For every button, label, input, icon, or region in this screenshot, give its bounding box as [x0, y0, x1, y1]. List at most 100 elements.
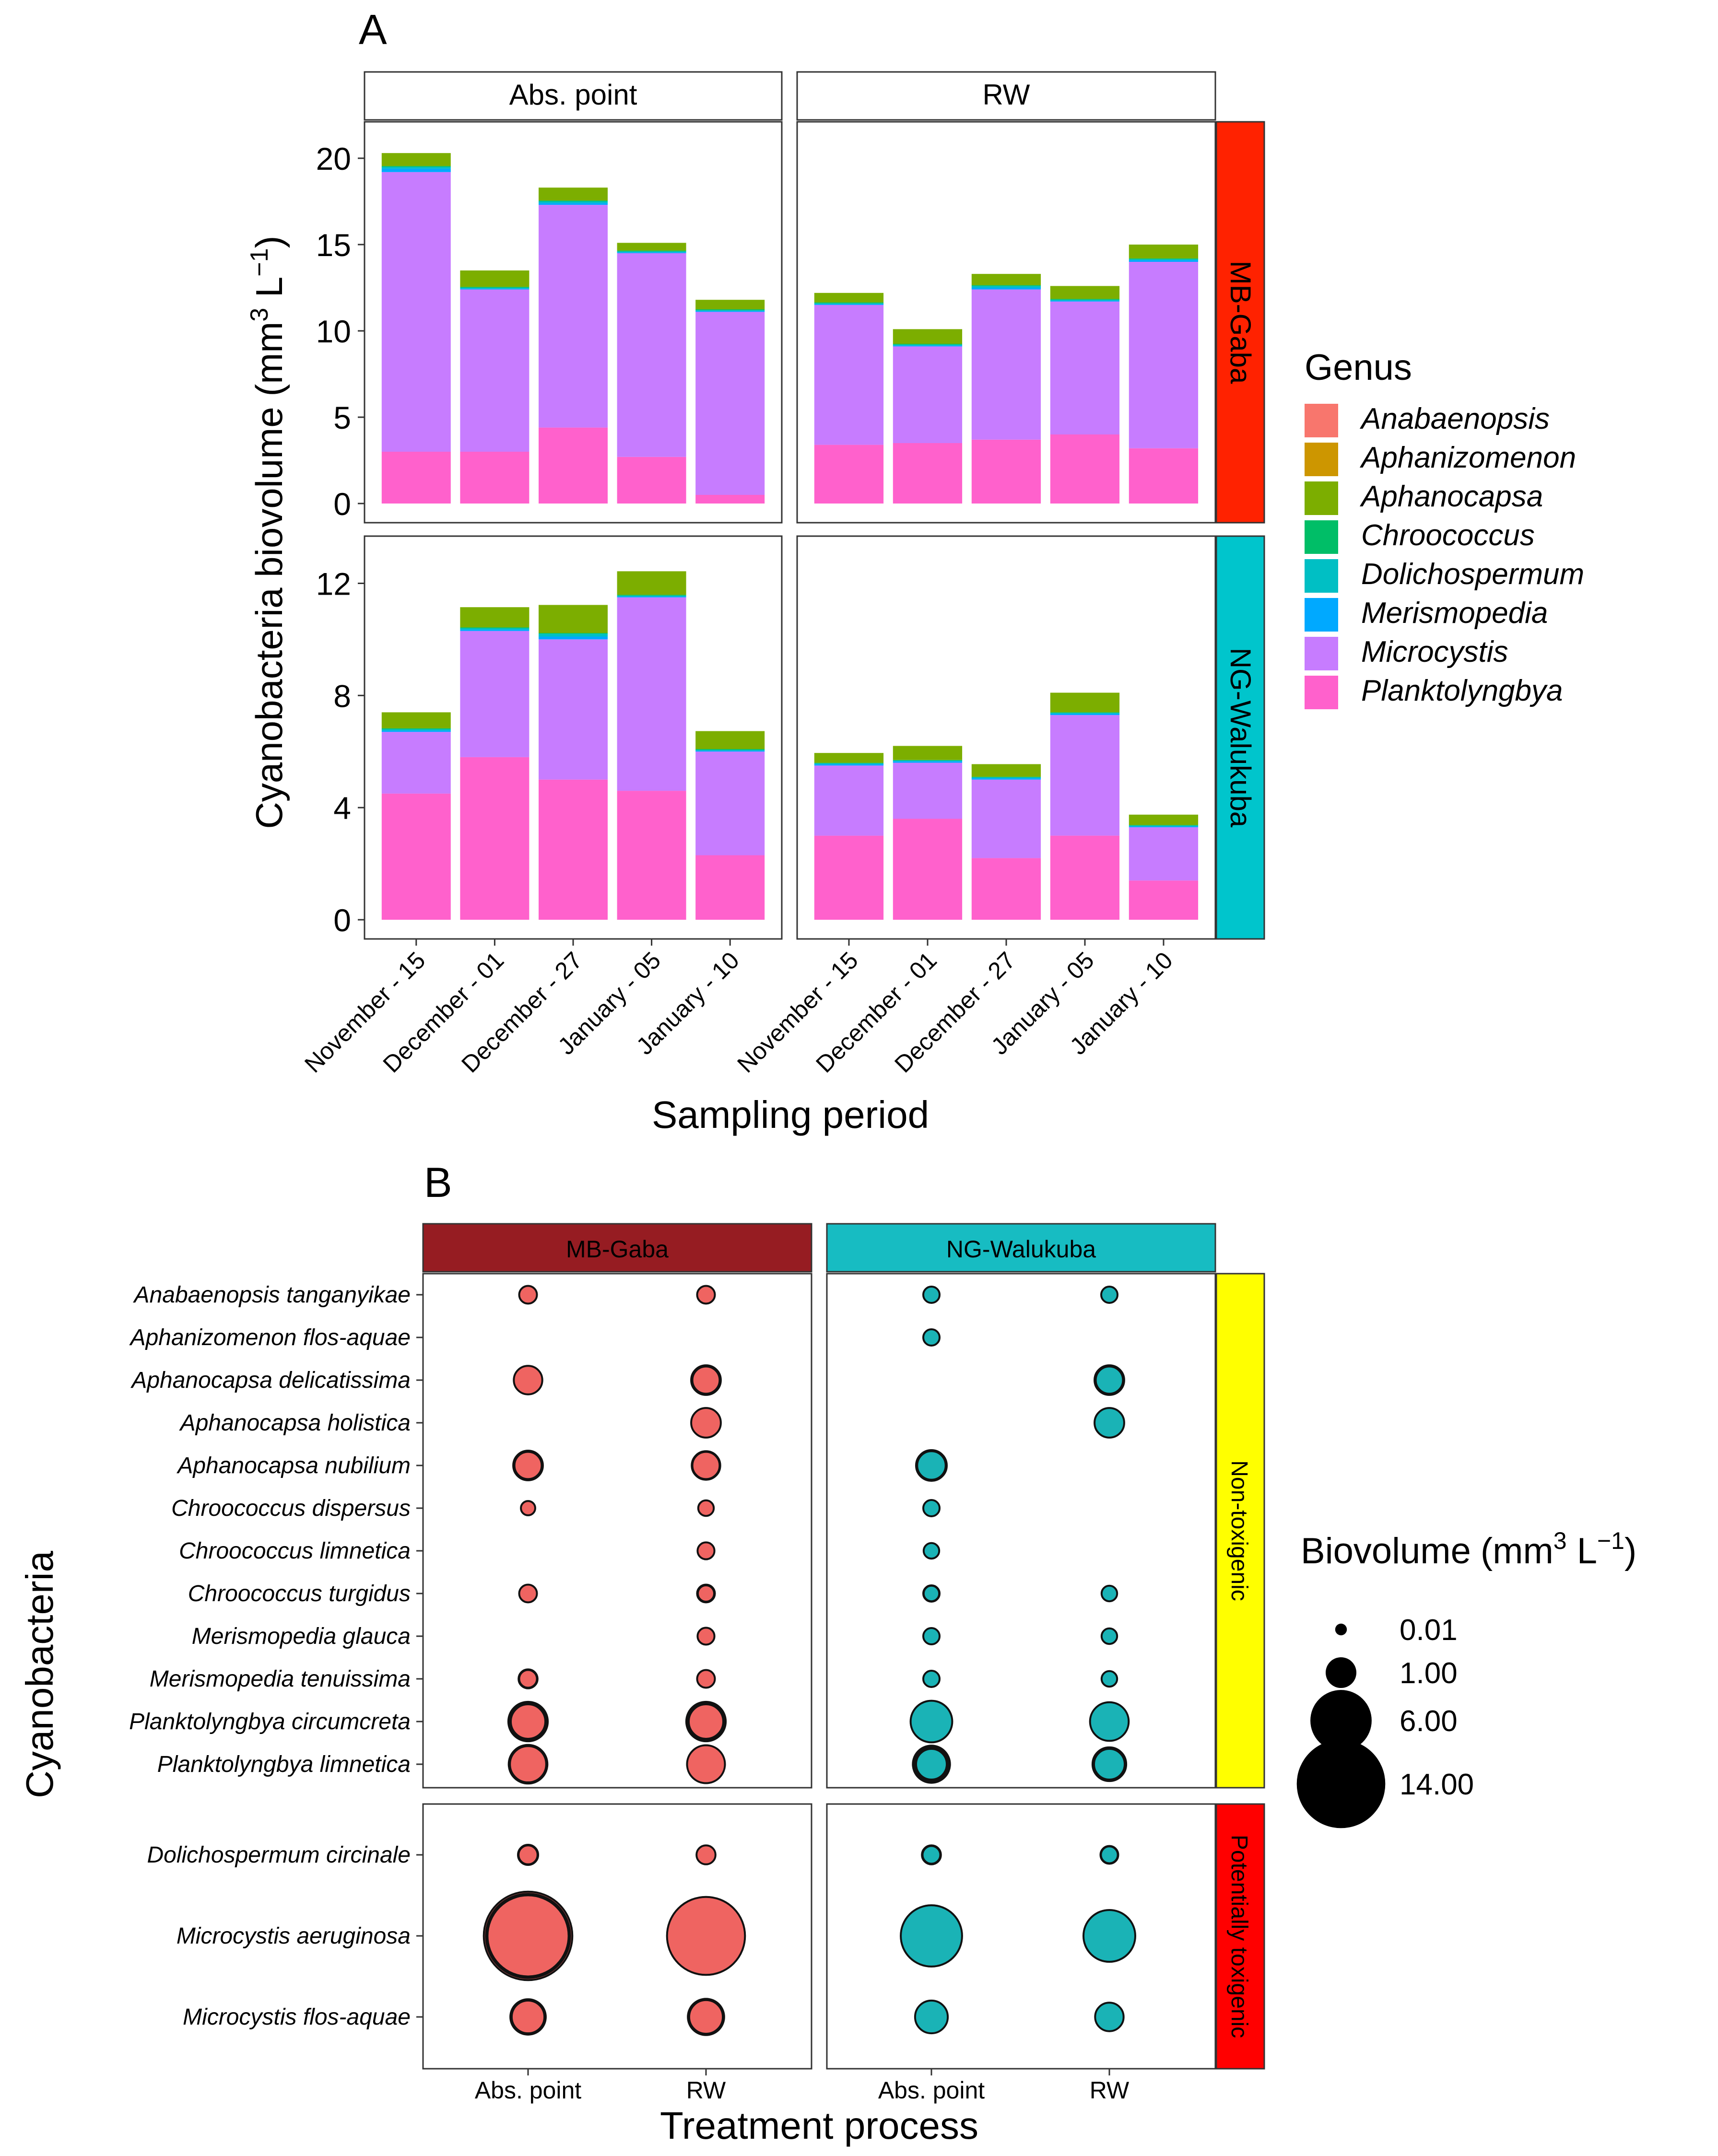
bar-ng-walukuba-abs-point-january-10-dolichospermum — [695, 750, 765, 751]
y-tick-label-a: 15 — [316, 227, 351, 263]
bar-mb-gaba-abs-point-january-05-microcystis — [617, 253, 686, 457]
bar-ng-walukuba-rw-january-10-dolichospermum — [1129, 825, 1199, 827]
bubble-mb-gaba-rw-aphanocapsa-holistica-0 — [690, 1407, 722, 1439]
panel-a-mbgaba-rw — [796, 121, 1216, 524]
bar-ng-walukuba-rw-january-05-planktolyngbya — [1050, 835, 1120, 920]
bar-mb-gaba-rw-december-01-merismopedia — [893, 345, 963, 347]
bubble-mb-gaba-rw-microcystis-flos-aquae-1 — [688, 1999, 724, 2035]
bubble-mb-gaba-abs-point-aphanocapsa-nubilium-1 — [513, 1451, 543, 1480]
strip-a-abs-point — [364, 71, 783, 121]
legend-key-aphanizomenon — [1305, 443, 1338, 476]
panel-a-xlabel: Sampling period — [652, 1093, 929, 1136]
bar-ng-walukuba-rw-january-10-microcystis — [1129, 827, 1199, 881]
bubble-ng-walukuba-abs-point-aphanocapsa-nubilium-1 — [916, 1450, 947, 1481]
strip-a-abs-point-label: Abs. point — [509, 79, 637, 111]
bar-ng-walukuba-abs-point-december-01-chroococcus — [460, 627, 530, 628]
bar-mb-gaba-rw-january-05-microcystis — [1050, 301, 1120, 434]
bubble-ng-walukuba-abs-point-planktolyngbya-circumcreta-0 — [909, 1699, 953, 1744]
bar-ng-walukuba-abs-point-december-27-merismopedia — [539, 636, 608, 640]
panel-a-mbgaba-abs — [364, 121, 783, 524]
bubble-mb-gaba-abs-point-aphanocapsa-delicatissima-0 — [513, 1365, 543, 1395]
bubble-mb-gaba-rw-merismopedia-tenuissima-0 — [696, 1669, 716, 1689]
bar-ng-walukuba-rw-january-05-microcystis — [1050, 715, 1120, 836]
bar-ng-walukuba-rw-december-27-merismopedia — [971, 778, 1041, 780]
legend-label-dolichospermum: Dolichospermum — [1361, 558, 1584, 591]
bar-mb-gaba-rw-december-01-planktolyngbya — [893, 443, 963, 504]
species-label-merismopedia-tenuissima: Merismopedia tenuissima — [150, 1666, 411, 1692]
bar-ng-walukuba-rw-december-01-microcystis — [893, 762, 963, 819]
bar-mb-gaba-rw-december-27-dolichospermum — [971, 286, 1041, 288]
bar-mb-gaba-abs-point-november-15-merismopedia — [381, 168, 451, 172]
bar-ng-walukuba-abs-point-november-15-dolichospermum — [381, 729, 451, 731]
bar-ng-walukuba-abs-point-january-05-aphanocapsa — [617, 571, 686, 595]
bubble-ng-walukuba-abs-point-merismopedia-tenuissima-0 — [922, 1670, 941, 1688]
species-label-aphanocapsa-nubilium: Aphanocapsa nubilium — [176, 1453, 411, 1478]
bar-mb-gaba-rw-november-15-aphanocapsa — [814, 293, 884, 303]
bubble-ng-walukuba-abs-point-chroococcus-limnetica-0 — [922, 1542, 941, 1560]
bubble-ng-walukuba-rw-dolichospermum-circinale-1 — [1100, 1845, 1119, 1864]
bar-mb-gaba-rw-december-27-microcystis — [971, 289, 1041, 440]
panel-b-walukuba-nontoxic — [826, 1273, 1216, 1789]
bar-mb-gaba-abs-point-january-10-aphanocapsa — [695, 300, 765, 309]
legend-genus-title: Genus — [1305, 347, 1412, 388]
bar-ng-walukuba-abs-point-january-10-chroococcus — [695, 749, 765, 750]
bar-mb-gaba-rw-january-05-dolichospermum — [1050, 300, 1120, 301]
bubble-mb-gaba-rw-planktolyngbya-circumcreta-2 — [688, 1703, 724, 1740]
y-tick-label-a: 8 — [333, 678, 351, 714]
species-label-microcystis-flos-aquae: Microcystis flos-aquae — [183, 2004, 411, 2030]
legend-key-aphanocapsa — [1305, 481, 1338, 515]
bar-ng-walukuba-abs-point-november-15-aphanocapsa — [381, 712, 451, 728]
bar-mb-gaba-rw-january-05-merismopedia — [1050, 301, 1120, 302]
bar-ng-walukuba-rw-december-27-microcystis — [971, 779, 1041, 858]
bubble-ng-walukuba-rw-planktolyngbya-limnetica-1 — [1093, 1748, 1126, 1781]
size-legend-circle-3 — [1296, 1739, 1386, 1828]
bar-mb-gaba-rw-november-15-planktolyngbya — [814, 445, 884, 504]
bar-mb-gaba-rw-december-01-microcystis — [893, 346, 963, 443]
species-label-aphanocapsa-delicatissima: Aphanocapsa delicatissima — [130, 1368, 411, 1393]
bubble-ng-walukuba-rw-microcystis-aeruginosa-0 — [1083, 1909, 1136, 1963]
legend-size: 0.01 1.00 6.00 14.00 — [1296, 1614, 1474, 1828]
bar-ng-walukuba-abs-point-december-01-microcystis — [460, 631, 530, 757]
size-legend-label-2: 6.00 — [1400, 1705, 1458, 1738]
bar-ng-walukuba-rw-december-01-merismopedia — [893, 761, 963, 763]
bar-ng-walukuba-rw-january-05-aphanocapsa — [1050, 692, 1120, 713]
bubble-mb-gaba-rw-chroococcus-turgidus-1 — [697, 1584, 715, 1603]
bar-ng-walukuba-rw-november-15-microcystis — [814, 765, 884, 836]
bubble-mb-gaba-abs-point-chroococcus-dispersus-0 — [520, 1500, 536, 1516]
bar-mb-gaba-abs-point-january-10-dolichospermum — [695, 310, 765, 311]
strip-b-nontoxic-label: Non-toxigenic — [1226, 1460, 1252, 1601]
bar-ng-walukuba-abs-point-november-15-merismopedia — [381, 730, 451, 732]
bar-mb-gaba-rw-november-15-chroococcus — [814, 302, 884, 304]
bar-ng-walukuba-abs-point-november-15-chroococcus — [381, 728, 451, 729]
strip-a-rw-label: RW — [983, 79, 1030, 111]
legend-key-merismopedia — [1305, 598, 1338, 632]
species-label-chroococcus-limnetica: Chroococcus limnetica — [179, 1538, 411, 1564]
bubble-ng-walukuba-abs-point-aphanizomenon-flos-aquae-0 — [922, 1328, 941, 1347]
bar-mb-gaba-abs-point-january-05-chroococcus — [617, 250, 686, 252]
legend-key-planktolyngbya — [1305, 676, 1338, 709]
bar-ng-walukuba-rw-december-01-planktolyngbya — [893, 819, 963, 920]
y-tick-label-a: 0 — [333, 902, 351, 938]
bar-mb-gaba-rw-november-15-microcystis — [814, 305, 884, 445]
bar-ng-walukuba-abs-point-january-05-planktolyngbya — [617, 791, 686, 920]
legend-key-dolichospermum — [1305, 559, 1338, 593]
bar-mb-gaba-abs-point-november-15-chroococcus — [381, 166, 451, 167]
strip-b-nontoxic — [1215, 1273, 1265, 1789]
bar-ng-walukuba-rw-december-01-aphanocapsa — [893, 746, 963, 760]
strip-b-toxic — [1215, 1803, 1265, 2070]
bar-mb-gaba-abs-point-november-15-microcystis — [381, 172, 451, 452]
bar-ng-walukuba-rw-january-05-dolichospermum — [1050, 713, 1120, 714]
panel-b-mbgaba-nontoxic — [422, 1273, 812, 1789]
size-legend-label-3: 14.00 — [1400, 1768, 1474, 1801]
species-label-aphanizomenon-flos-aquae: Aphanizomenon flos-aquae — [129, 1325, 411, 1350]
legend-label-aphanocapsa: Aphanocapsa — [1359, 480, 1543, 513]
bar-ng-walukuba-abs-point-january-05-microcystis — [617, 597, 686, 791]
bubble-ng-walukuba-rw-aphanocapsa-holistica-0 — [1094, 1407, 1125, 1439]
bar-mb-gaba-abs-point-december-01-aphanocapsa — [460, 270, 530, 287]
bubble-mb-gaba-rw-dolichospermum-circinale-0 — [695, 1844, 717, 1865]
bubble-ng-walukuba-abs-point-microcystis-flos-aquae-0 — [914, 1999, 949, 2035]
bar-mb-gaba-rw-december-27-aphanocapsa — [971, 274, 1041, 285]
bar-ng-walukuba-rw-december-27-aphanocapsa — [971, 764, 1041, 777]
bubble-mb-gaba-rw-chroococcus-limnetica-0 — [696, 1541, 716, 1560]
bar-ng-walukuba-rw-january-10-aphanocapsa — [1129, 814, 1199, 825]
